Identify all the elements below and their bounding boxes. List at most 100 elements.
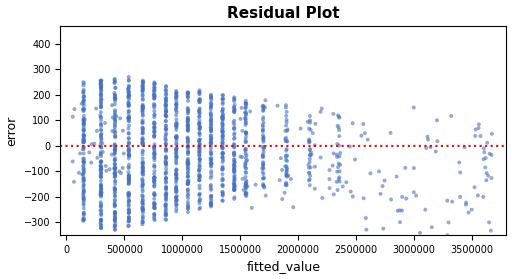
Point — [162, 109, 170, 114]
Point — [196, 97, 204, 101]
Point — [219, 102, 227, 106]
Point — [412, 193, 420, 198]
Point — [138, 219, 146, 223]
Point — [184, 157, 192, 161]
Point — [184, 126, 192, 130]
Point — [111, 186, 119, 191]
Point — [230, 127, 238, 131]
Point — [97, 85, 105, 89]
Point — [259, 104, 267, 108]
Point — [125, 153, 133, 157]
Point — [207, 107, 215, 112]
Point — [195, 92, 203, 96]
Point — [421, 207, 430, 212]
Point — [196, 111, 204, 116]
Point — [138, 205, 146, 210]
Point — [79, 122, 88, 127]
Point — [259, 128, 267, 132]
Point — [207, 186, 215, 191]
Point — [92, 106, 100, 111]
Point — [474, 193, 482, 198]
Point — [151, 212, 159, 216]
Point — [124, 100, 133, 104]
Point — [306, 177, 314, 182]
Point — [111, 134, 119, 138]
Point — [183, 92, 191, 96]
Point — [184, 117, 192, 122]
Point — [173, 91, 181, 95]
Point — [172, 124, 180, 128]
Point — [138, 137, 146, 142]
Point — [172, 149, 180, 153]
Point — [173, 121, 181, 125]
Point — [260, 135, 268, 140]
Point — [97, 159, 105, 163]
Point — [97, 167, 105, 171]
Point — [307, 165, 315, 170]
Point — [139, 201, 147, 206]
Point — [97, 191, 105, 195]
Point — [196, 159, 204, 163]
Point — [139, 198, 147, 203]
Point — [218, 190, 226, 194]
Point — [111, 148, 119, 153]
Point — [242, 156, 250, 160]
Point — [207, 183, 215, 187]
Point — [97, 97, 105, 102]
Point — [111, 142, 119, 146]
Point — [173, 207, 181, 211]
Point — [162, 109, 170, 114]
Point — [112, 170, 120, 175]
Point — [150, 80, 158, 85]
Point — [97, 204, 105, 208]
Point — [262, 193, 270, 198]
Point — [79, 107, 87, 112]
Point — [241, 117, 249, 121]
Point — [283, 169, 291, 174]
Point — [162, 170, 170, 174]
Point — [196, 100, 204, 105]
Point — [97, 85, 105, 89]
Point — [116, 116, 124, 121]
Point — [218, 116, 226, 120]
Point — [150, 96, 158, 100]
Point — [150, 85, 158, 89]
Point — [195, 122, 203, 127]
Point — [283, 174, 291, 179]
Point — [394, 208, 402, 213]
Point — [283, 139, 291, 144]
Point — [259, 170, 267, 174]
Point — [367, 171, 375, 175]
Point — [139, 169, 147, 174]
Point — [162, 161, 170, 166]
Point — [139, 128, 147, 132]
Point — [80, 129, 88, 133]
Point — [172, 189, 180, 194]
Point — [79, 217, 88, 221]
Point — [305, 178, 313, 183]
Point — [97, 79, 105, 83]
Point — [151, 112, 159, 117]
Point — [97, 218, 105, 222]
Point — [230, 169, 239, 173]
Point — [139, 105, 147, 110]
Point — [124, 224, 132, 228]
Point — [184, 110, 192, 114]
Point — [161, 204, 169, 208]
Point — [184, 158, 192, 162]
Point — [173, 99, 181, 104]
Point — [150, 94, 158, 98]
Point — [207, 137, 215, 142]
Point — [111, 190, 119, 194]
Point — [242, 140, 250, 144]
Point — [81, 117, 89, 122]
Point — [242, 147, 250, 151]
Point — [111, 210, 119, 214]
Point — [173, 188, 181, 192]
Point — [218, 123, 226, 128]
Point — [150, 180, 158, 185]
Point — [184, 200, 192, 204]
Point — [329, 163, 337, 168]
Point — [111, 221, 119, 225]
Point — [111, 172, 119, 176]
